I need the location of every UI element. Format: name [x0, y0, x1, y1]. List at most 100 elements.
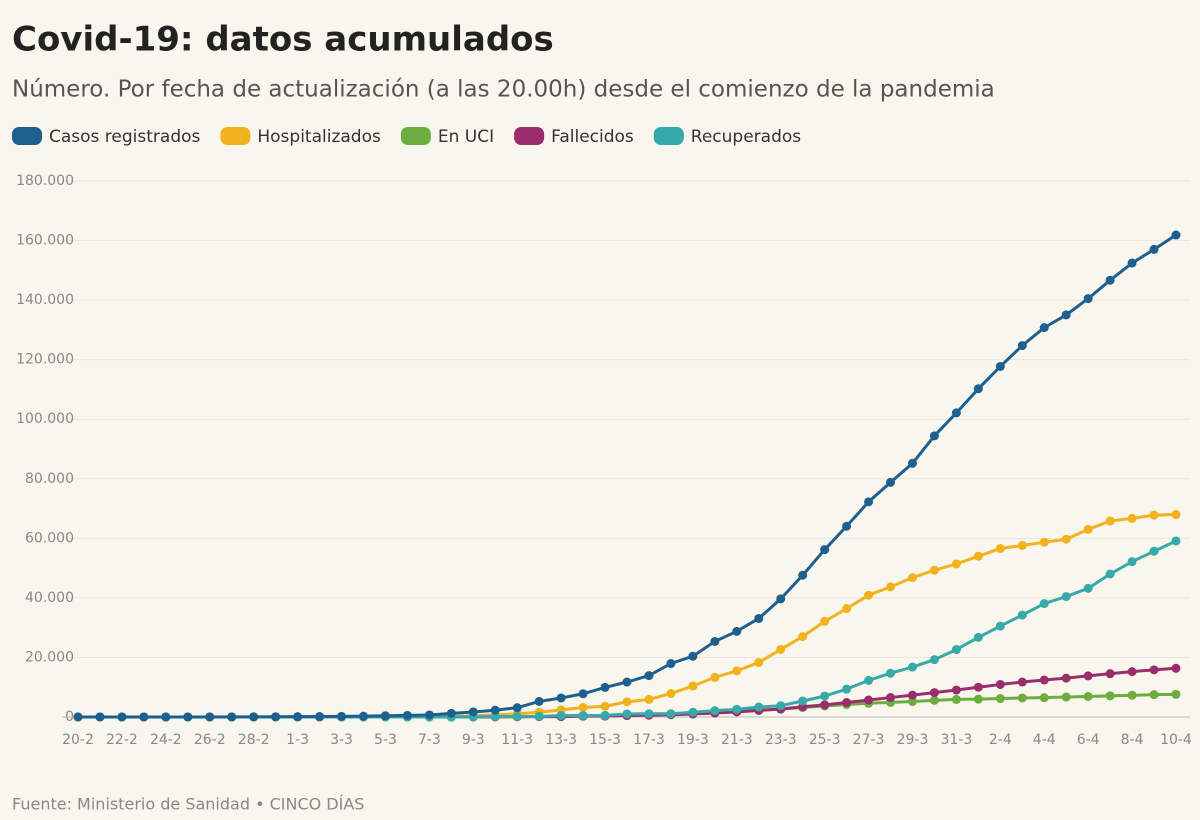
- x-tick-label: 29-3: [897, 732, 929, 748]
- data-point: [600, 682, 610, 692]
- data-point: [1105, 691, 1115, 701]
- data-point: [1149, 244, 1159, 254]
- legend-label: Recuperados: [691, 127, 801, 147]
- data-point: [1105, 569, 1115, 579]
- data-point: [556, 710, 566, 720]
- data-point: [95, 712, 105, 722]
- data-point: [337, 711, 347, 721]
- data-point: [886, 477, 896, 487]
- data-point: [1171, 689, 1181, 699]
- data-point: [446, 708, 456, 718]
- data-point: [1105, 275, 1115, 285]
- data-point: [1105, 669, 1115, 679]
- data-point: [1083, 294, 1093, 304]
- data-point: [1061, 692, 1071, 702]
- data-point: [358, 711, 368, 721]
- data-point: [644, 694, 654, 704]
- data-point: [688, 707, 698, 717]
- data-point: [688, 681, 698, 691]
- x-tick-label: 21-3: [721, 732, 753, 748]
- data-point: [732, 626, 742, 636]
- data-point: [907, 662, 917, 672]
- data-point: [1017, 610, 1027, 620]
- x-tick-label: 28-2: [238, 732, 270, 748]
- data-point: [1083, 583, 1093, 593]
- data-point: [886, 693, 896, 703]
- data-point: [907, 690, 917, 700]
- x-tick-label: 6-4: [1077, 732, 1100, 748]
- data-point: [842, 604, 852, 614]
- y-tick-label: 80.000: [25, 471, 74, 487]
- data-point: [205, 712, 215, 722]
- data-point: [951, 645, 961, 655]
- data-point: [1149, 665, 1159, 675]
- data-point: [534, 696, 544, 706]
- data-point: [315, 712, 325, 722]
- data-point: [1017, 341, 1027, 351]
- data-point: [578, 689, 588, 699]
- data-point: [1171, 510, 1181, 520]
- data-point: [622, 709, 632, 719]
- y-tick-label: 180.000: [16, 173, 74, 189]
- data-point: [1127, 667, 1137, 677]
- x-tick-label: 11-3: [501, 732, 533, 748]
- y-tick-label: 60.000: [25, 530, 74, 546]
- data-point: [995, 543, 1005, 553]
- data-point: [644, 671, 654, 681]
- x-tick-label: 27-3: [853, 732, 885, 748]
- data-point: [754, 702, 764, 712]
- data-point: [1149, 546, 1159, 556]
- data-point: [995, 621, 1005, 631]
- data-point: [951, 694, 961, 704]
- data-point: [271, 712, 281, 722]
- legend-swatch: [400, 127, 431, 145]
- y-tick-label: 140.000: [16, 292, 74, 308]
- y-tick-label: 100.000: [16, 411, 74, 427]
- chart-subtitle: Número. Por fecha de actualización (a la…: [12, 77, 995, 103]
- data-point: [1083, 524, 1093, 534]
- data-point: [1061, 673, 1071, 683]
- data-point: [1171, 536, 1181, 546]
- y-tick-label: 40.000: [25, 590, 74, 606]
- data-point: [490, 705, 500, 715]
- data-point: [864, 675, 874, 685]
- data-point: [820, 616, 830, 626]
- data-point: [644, 709, 654, 719]
- data-point: [490, 711, 500, 721]
- data-point: [710, 672, 720, 682]
- data-point: [842, 684, 852, 694]
- data-point: [973, 682, 983, 692]
- data-point: [468, 707, 478, 717]
- data-point: [402, 710, 412, 720]
- data-point: [842, 521, 852, 531]
- data-point: [710, 706, 720, 716]
- data-point: [951, 408, 961, 418]
- data-point: [929, 688, 939, 698]
- legend-label: En UCI: [438, 127, 494, 147]
- data-point: [161, 712, 171, 722]
- data-point: [951, 685, 961, 695]
- legend-label: Hospitalizados: [257, 127, 381, 147]
- data-point: [556, 693, 566, 703]
- data-point: [1039, 675, 1049, 685]
- data-point: [907, 458, 917, 468]
- x-tick-label: 10-4: [1160, 732, 1192, 748]
- data-point: [1039, 599, 1049, 609]
- data-point: [776, 644, 786, 654]
- data-point: [798, 570, 808, 580]
- x-tick-label: 26-2: [194, 732, 226, 748]
- data-point: [424, 710, 434, 720]
- data-point: [995, 361, 1005, 371]
- x-tick-label: 19-3: [677, 732, 709, 748]
- data-point: [600, 701, 610, 711]
- data-point: [1039, 693, 1049, 703]
- data-point: [798, 632, 808, 642]
- data-point: [73, 712, 83, 722]
- data-point: [907, 573, 917, 583]
- data-point: [117, 712, 127, 722]
- data-point: [1061, 592, 1071, 602]
- data-point: [929, 695, 939, 705]
- data-point: [622, 697, 632, 707]
